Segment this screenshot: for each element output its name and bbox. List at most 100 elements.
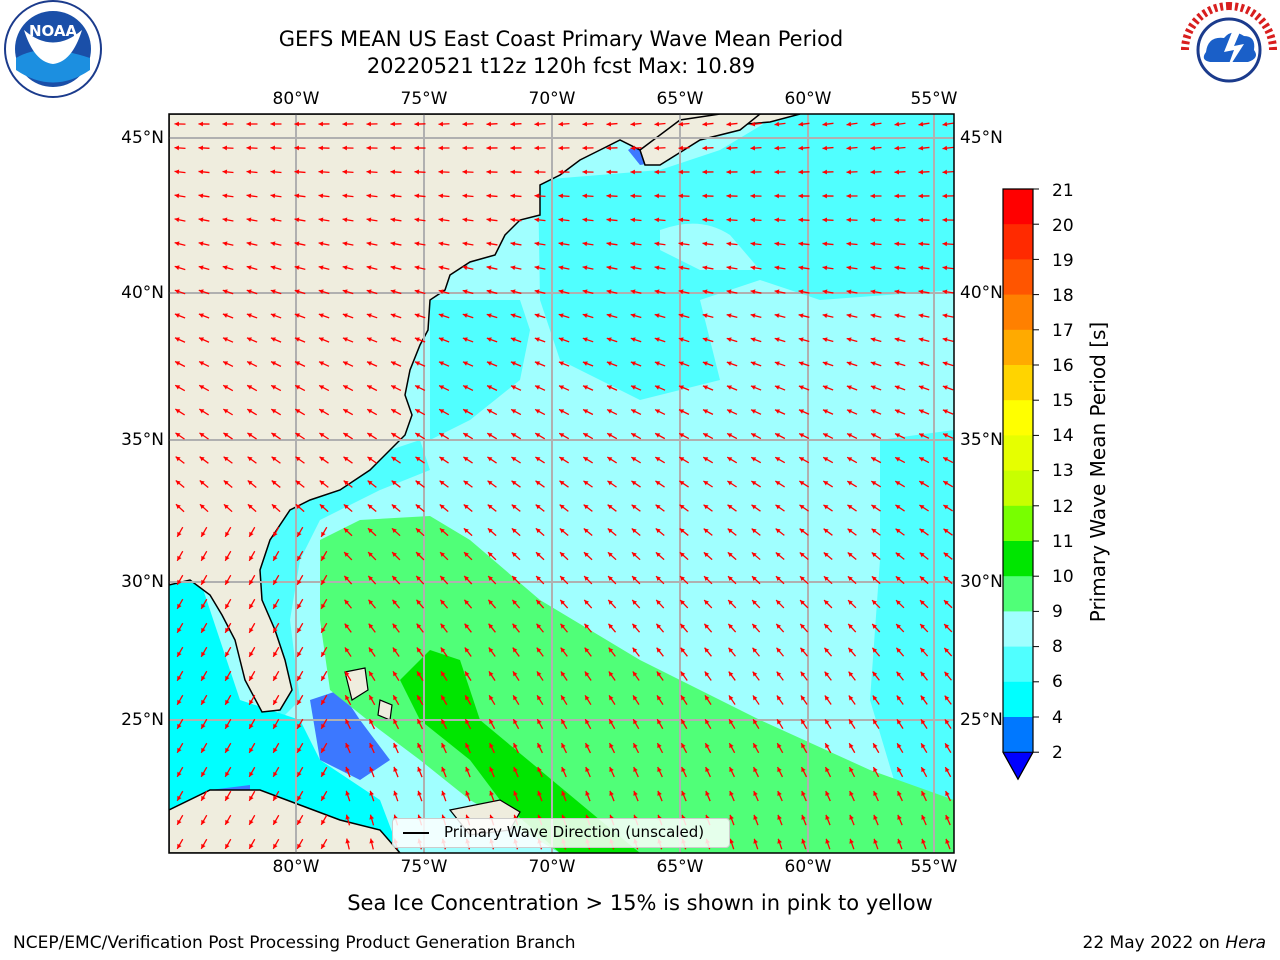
- wave-arrow-head: [798, 385, 804, 390]
- wave-arrow-head: [824, 623, 830, 629]
- wave-arrow-head: [873, 814, 878, 820]
- wave-arrow-head: [704, 671, 710, 677]
- wave-arrow-head: [510, 217, 516, 223]
- wave-arrow-head: [559, 480, 565, 486]
- wave-arrow-head: [849, 838, 854, 844]
- wave-arrow-head: [246, 313, 252, 318]
- wave-arrow-head: [273, 699, 278, 705]
- wave-arrow-head: [174, 145, 180, 151]
- wave-arrow-head: [631, 528, 637, 534]
- wave-arrow-head: [702, 241, 708, 247]
- wave-arrow-head: [177, 843, 182, 849]
- wave-arrow-head: [513, 790, 518, 796]
- wave-arrow-head: [463, 385, 469, 390]
- wave-arrow-head: [704, 623, 710, 629]
- wave-arrow-head: [871, 552, 877, 558]
- wave-arrow-head: [848, 600, 853, 605]
- wave-arrow-head: [800, 695, 806, 701]
- wave-arrow-head: [727, 576, 733, 581]
- wave-arrow-head: [558, 145, 563, 151]
- wave-arrow-head: [271, 480, 277, 486]
- wave-arrow-head: [798, 313, 804, 319]
- wave-arrow-head: [942, 241, 948, 247]
- wave-arrow-head: [438, 241, 444, 247]
- wave-arrow-head: [752, 600, 757, 605]
- wave-arrow-head: [608, 647, 614, 653]
- wave-arrow-head: [633, 719, 638, 725]
- wave-arrow-head: [392, 623, 398, 629]
- wave-arrow-head: [942, 361, 948, 366]
- wave-arrow-head: [607, 528, 613, 534]
- wave-arrow-head: [295, 361, 301, 366]
- wave-arrow-head: [177, 675, 182, 681]
- wave-arrow-head: [273, 555, 278, 561]
- sea-ice-note: Sea Ice Concentration > 15% is shown in …: [347, 891, 933, 915]
- wave-arrow-head: [273, 771, 278, 777]
- wave-arrow-head: [606, 121, 612, 127]
- footer-machine: Hera: [1225, 933, 1266, 953]
- wave-arrow-head: [584, 647, 590, 653]
- wave-arrow-head: [295, 480, 301, 486]
- wave-arrow-head: [366, 337, 372, 342]
- wave-arrow-head: [225, 819, 230, 825]
- wave-arrow-head: [390, 337, 396, 342]
- wave-arrow-head: [246, 241, 252, 247]
- wave-arrow-head: [294, 289, 300, 294]
- map-frame: [168, 113, 955, 854]
- wave-arrow-head: [535, 528, 541, 534]
- wave-arrow-head: [297, 699, 302, 705]
- wave-arrow-head: [870, 313, 876, 319]
- wave-arrow-head: [321, 531, 326, 537]
- wave-arrow-head: [201, 795, 206, 801]
- colorbar-segment: [1003, 435, 1033, 472]
- wave-arrow-head: [489, 790, 494, 796]
- wave-arrow-head: [439, 433, 445, 438]
- wave-arrow-head: [249, 843, 254, 849]
- wave-arrow-head: [705, 767, 710, 773]
- wave-arrow-head: [463, 409, 469, 414]
- wave-arrow-head: [655, 552, 661, 558]
- wave-arrow-head: [753, 814, 758, 820]
- wave-arrow-head: [608, 599, 614, 605]
- wave-arrow-head: [894, 145, 900, 151]
- wave-arrow-head: [894, 361, 900, 366]
- wave-arrow-head: [177, 531, 182, 537]
- wave-arrow-head: [919, 457, 925, 462]
- wave-arrow-head: [558, 313, 564, 318]
- wave-arrow-head: [534, 193, 540, 199]
- wave-arrow-head: [585, 719, 590, 725]
- colorbar-segment: [1003, 400, 1033, 436]
- wave-arrow-head: [918, 289, 924, 295]
- wave-arrow-head: [561, 766, 566, 772]
- wave-arrow-head: [369, 671, 374, 677]
- wave-arrow-head: [921, 767, 926, 773]
- wave-arrow-head: [751, 433, 757, 438]
- wave-arrow-head: [297, 651, 302, 657]
- wave-arrow-head: [486, 193, 492, 199]
- wave-arrow-head: [465, 790, 470, 796]
- wave-arrow-head: [225, 747, 230, 753]
- wave-arrow-head: [318, 289, 324, 294]
- wave-arrow-head: [513, 695, 518, 701]
- legend-line-icon: [403, 832, 429, 834]
- wave-arrow-head: [822, 265, 828, 271]
- wave-arrow-head: [321, 675, 326, 681]
- wave-arrow-head: [918, 385, 924, 390]
- wave-arrow-head: [392, 575, 398, 581]
- wave-arrow-head: [246, 193, 252, 199]
- wave-arrow-head: [417, 671, 422, 677]
- wave-arrow-head: [704, 600, 709, 605]
- wave-arrow-head: [249, 771, 254, 777]
- wave-arrow-head: [870, 289, 876, 295]
- wave-arrow-head: [894, 289, 900, 295]
- wave-arrow-head: [222, 169, 228, 175]
- wave-arrow-head: [199, 385, 205, 390]
- wave-arrow-head: [702, 313, 708, 319]
- wave-arrow-head: [872, 647, 878, 653]
- wave-arrow-head: [463, 528, 469, 534]
- wave-arrow-head: [583, 433, 589, 438]
- wave-arrow-head: [630, 337, 636, 342]
- wave-arrow-head: [199, 432, 205, 438]
- wave-arrow-head: [775, 457, 781, 462]
- wave-arrow-head: [656, 671, 662, 677]
